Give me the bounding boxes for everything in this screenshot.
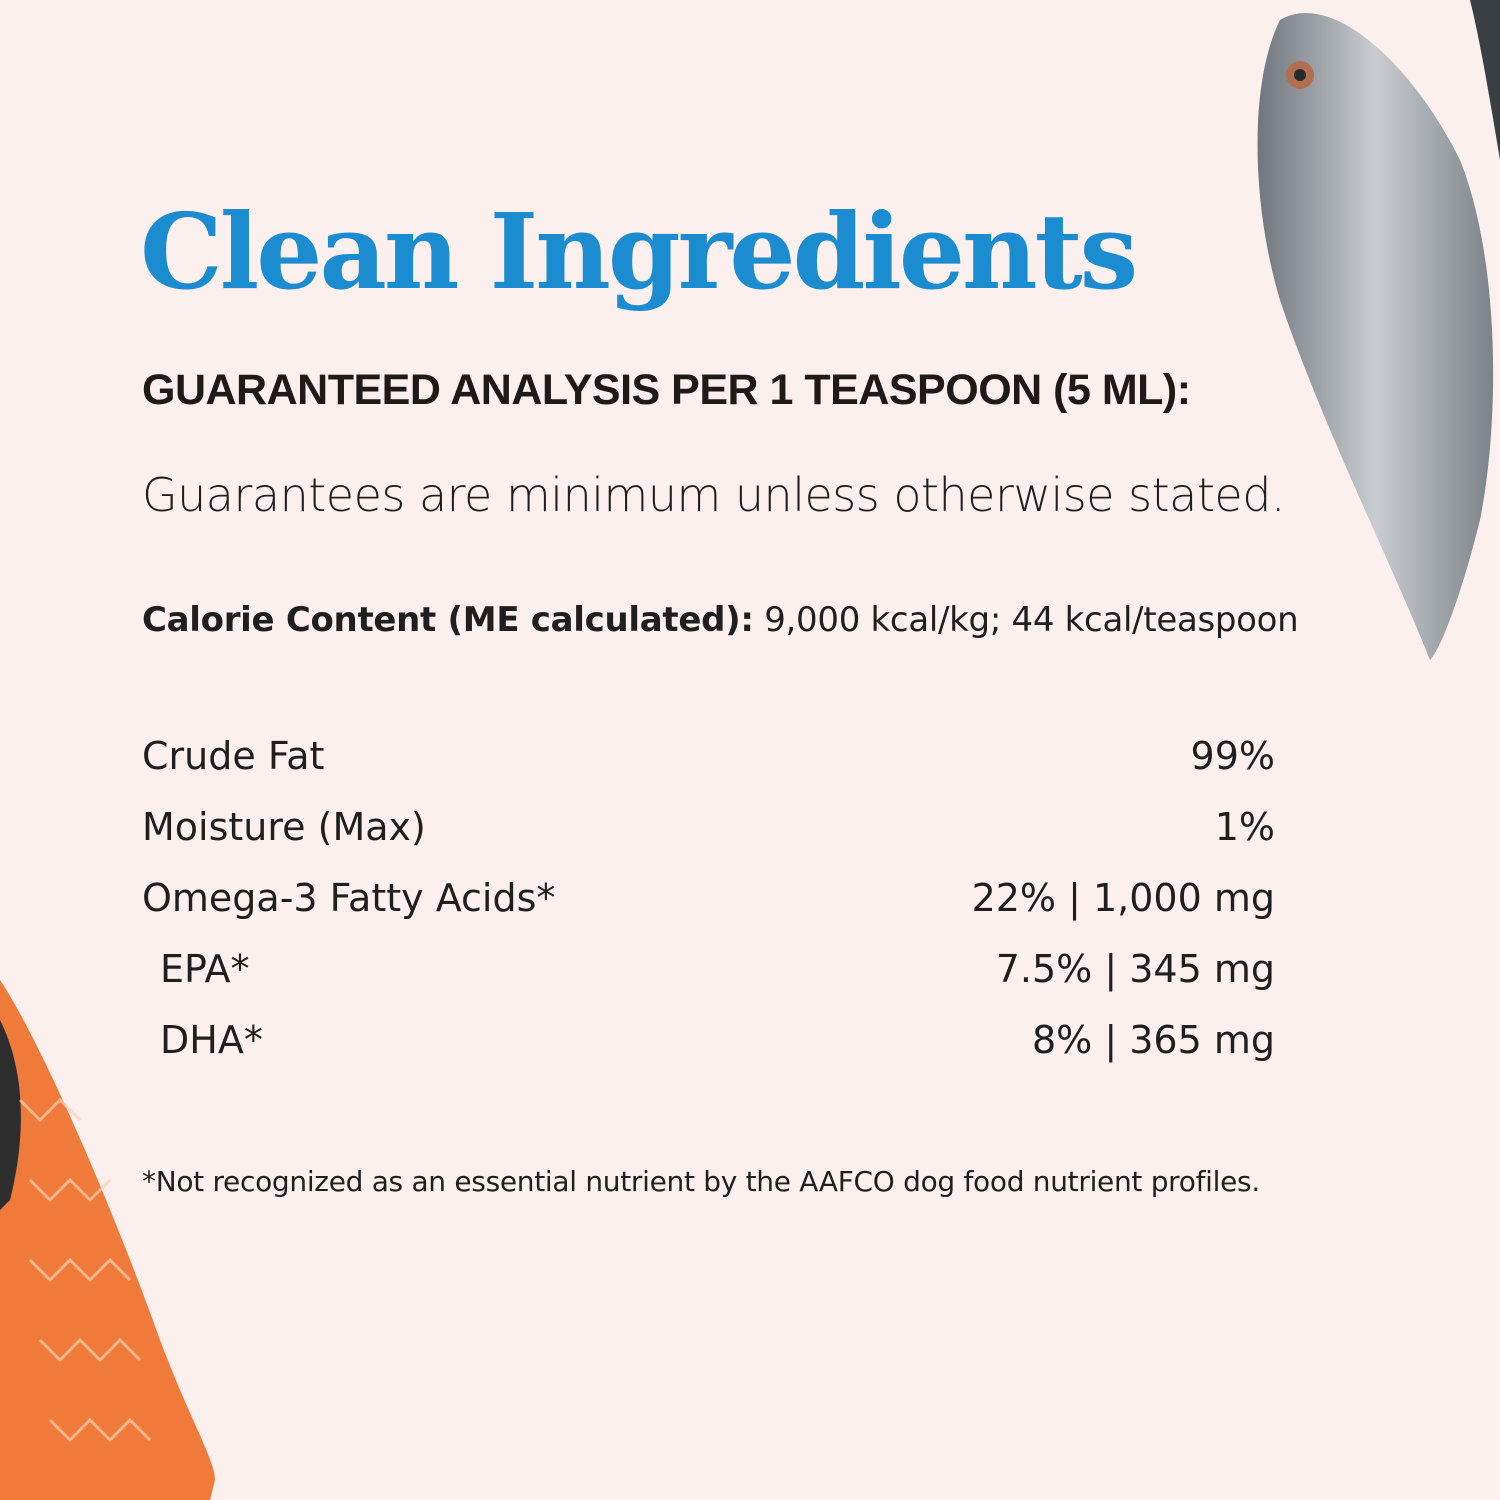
analysis-heading: GUARANTEED ANALYSIS PER 1 TEASPOON (5 ML… [142,366,1191,414]
page-title: Clean Ingredients [140,190,1138,313]
analysis-table: Crude Fat 99% Moisture (Max) 1% Omega-3 Fa… [142,720,1275,1075]
row-label: DHA* [160,1017,263,1062]
table-row: DHA* 8% | 365 mg [142,1004,1275,1075]
row-value: 7.5% | 345 mg [995,946,1275,991]
table-row: EPA* 7.5% | 345 mg [142,933,1275,1004]
calorie-content: Calorie Content (ME calculated): 9,000 k… [142,600,1299,640]
calorie-label: Calorie Content (ME calculated): [142,600,754,640]
table-row: Moisture (Max) 1% [142,791,1275,862]
row-value: 99% [1190,733,1275,778]
calorie-value: 9,000 kcal/kg; 44 kcal/teaspoon [764,600,1299,640]
row-label: Crude Fat [142,733,325,778]
row-value: 8% | 365 mg [1032,1017,1275,1062]
table-row: Omega-3 Fatty Acids* 22% | 1,000 mg [142,862,1275,933]
row-label: Omega-3 Fatty Acids* [142,875,556,920]
guarantee-note: Guarantees are minimum unless otherwise … [142,468,1286,522]
row-value: 22% | 1,000 mg [971,875,1275,920]
row-label: EPA* [160,946,250,991]
salmon-fillet-image [0,980,215,1500]
herring-fish-image [1257,0,1500,660]
table-row: Crude Fat 99% [142,720,1275,791]
row-label: Moisture (Max) [142,804,426,849]
footnote: *Not recognized as an essential nutrient… [142,1165,1260,1198]
row-value: 1% [1214,804,1275,849]
